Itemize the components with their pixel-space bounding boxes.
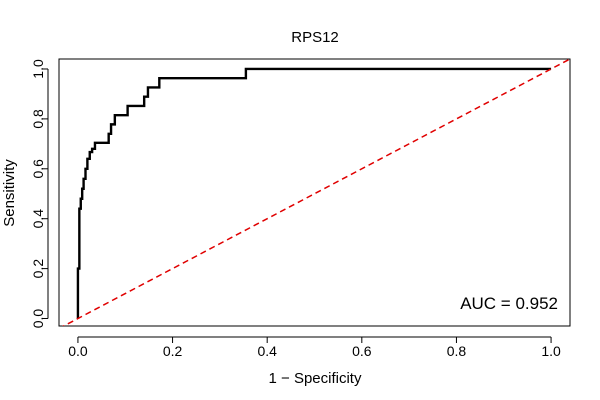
x-tick-label: 0.0 — [68, 343, 88, 359]
roc-curve-line — [76, 67, 552, 319]
plot-frame — [58, 58, 571, 327]
y-tick-label: 1.0 — [30, 59, 46, 79]
chart-title: RPS12 — [291, 29, 339, 46]
x-tick-label: 0.8 — [447, 343, 467, 359]
y-axis-title: Sensitivity — [1, 159, 18, 227]
x-tick-label: 0.2 — [163, 343, 183, 359]
x-axis-title: 1 − Specificity — [269, 370, 362, 387]
y-tick-label: 0.8 — [30, 109, 46, 129]
y-tick-label: 0.4 — [30, 209, 46, 229]
y-tick-label: 0.0 — [30, 309, 46, 329]
y-tick-label: 0.2 — [30, 259, 46, 279]
auc-annotation: AUC = 0.952 — [460, 294, 558, 313]
plot-area: 0.0 0.2 0.4 0.6 0.8 1.0 0.0 0.2 0.4 0.6 0.8 1.0 — [30, 58, 571, 359]
x-tick-label: 1.0 — [541, 343, 561, 359]
x-tick-label: 0.4 — [257, 343, 277, 359]
reference-diagonal-line — [62, 59, 570, 326]
x-tick-label: 0.6 — [352, 343, 372, 359]
y-tick-label: 0.6 — [30, 159, 46, 179]
